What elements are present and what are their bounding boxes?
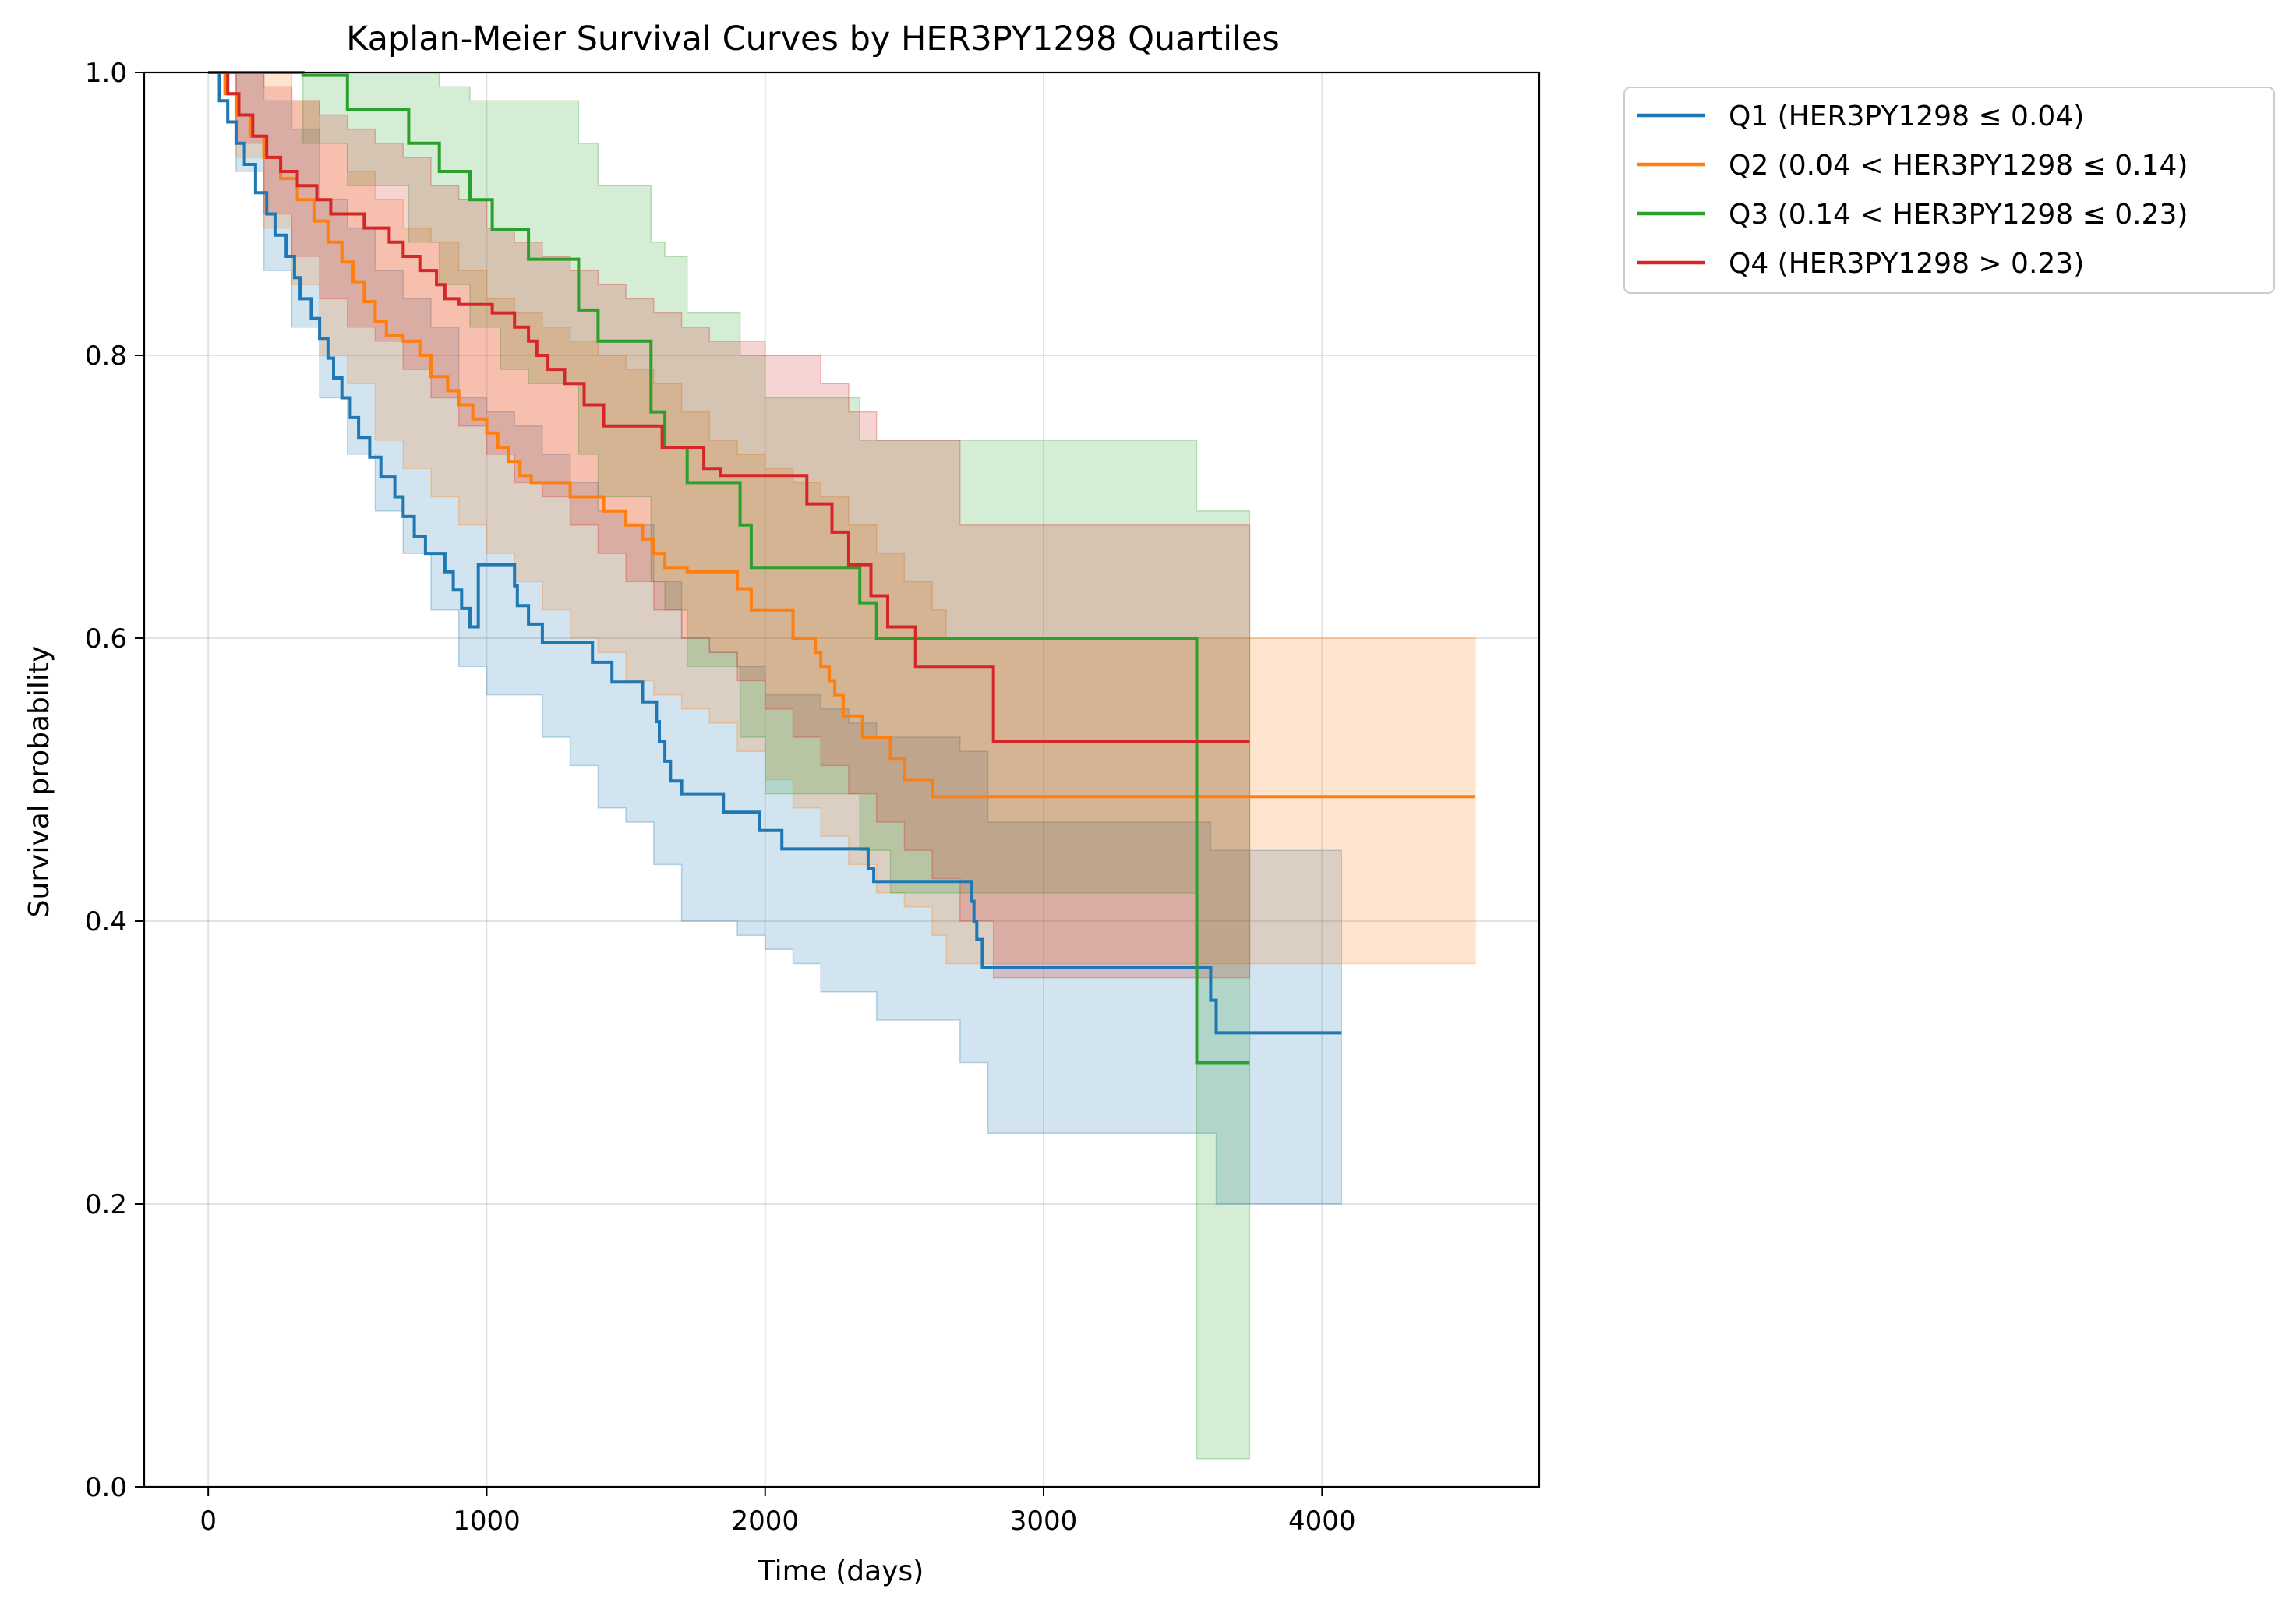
- y-tick-label: 0.0: [85, 1472, 127, 1503]
- x-tick-label: 3000: [1010, 1506, 1078, 1537]
- survival-curve-q1: [208, 71, 1342, 1035]
- y-tick-label: 1.0: [85, 58, 127, 89]
- x-tick-label: 4000: [1288, 1506, 1356, 1537]
- y-tick-label: 0.8: [85, 341, 127, 372]
- x-tick-label: 2000: [731, 1506, 799, 1537]
- y-tick-label: 0.6: [85, 623, 127, 655]
- y-axis-title: Survival probability: [23, 646, 55, 918]
- plot-area-frame: [143, 71, 1541, 1488]
- legend-label-q4: Q4 (HER3PY1298 > 0.23): [1729, 248, 2084, 280]
- chart-title: Kaplan-Meier Survival Curves by HER3PY12…: [346, 19, 1280, 58]
- x-axis-title: Time (days): [758, 1555, 924, 1587]
- x-tick-label: 1000: [453, 1506, 521, 1537]
- x-tick-label: 0: [200, 1506, 217, 1537]
- confidence-band-q1: [208, 72, 1343, 1205]
- legend-label-q3: Q3 (0.14 < HER3PY1298 ≤ 0.23): [1729, 199, 2188, 231]
- confidence-band-q3: [208, 72, 1251, 1460]
- survival-curves: [208, 71, 1475, 1065]
- legend-label-q1: Q1 (HER3PY1298 ≤ 0.04): [1729, 101, 2084, 132]
- confidence-band-q4: [208, 72, 1251, 979]
- legend: Q1 (HER3PY1298 ≤ 0.04) Q2 (0.04 < HER3PY1…: [1623, 87, 2275, 294]
- legend-box: [1623, 87, 2275, 294]
- survival-curve-q3: [208, 71, 1250, 1065]
- survival-curve-q2: [208, 71, 1475, 799]
- axis-ticks: 0 1000 2000 3000 4000 0.0 0.2 0.4 0.6 0.8 1.0: [85, 58, 1356, 1537]
- legend-label-q2: Q2 (0.04 < HER3PY1298 ≤ 0.14): [1729, 150, 2188, 182]
- y-tick-label: 0.4: [85, 906, 127, 937]
- survival-curve-q4: [208, 71, 1250, 743]
- y-tick-label: 0.2: [85, 1189, 127, 1220]
